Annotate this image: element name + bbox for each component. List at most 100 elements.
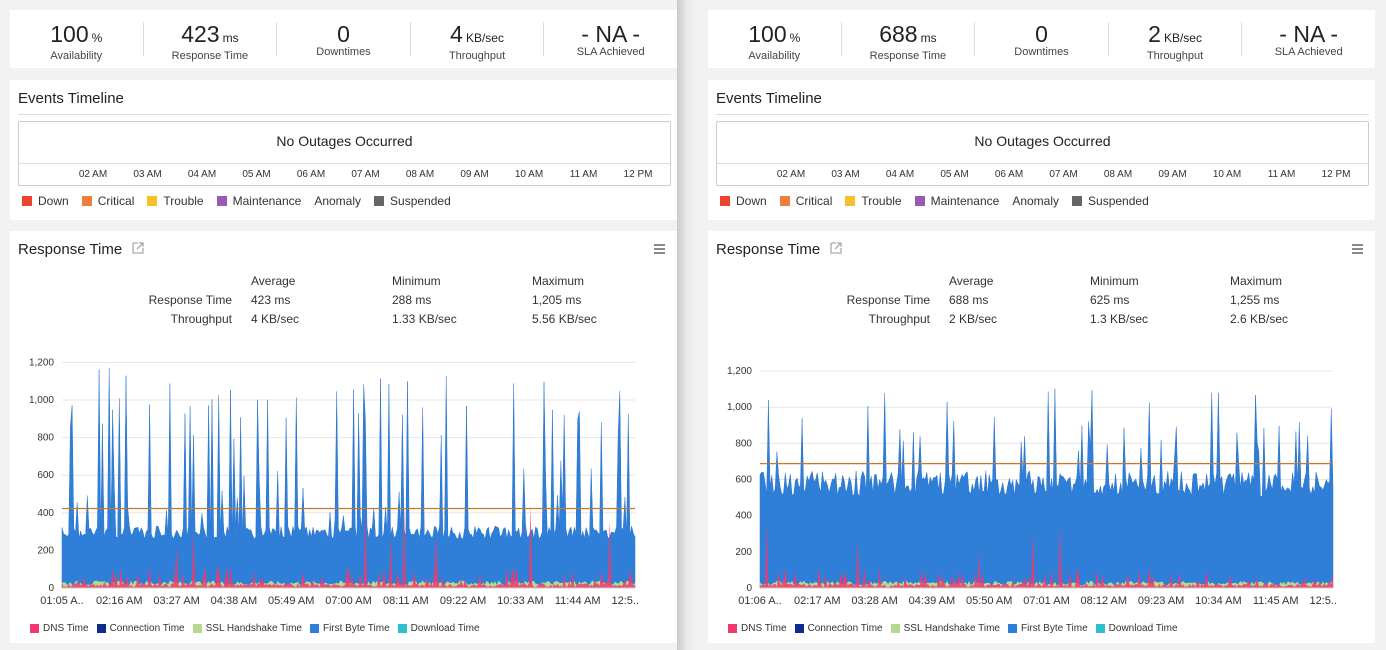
- timeline-tick: 12 PM: [623, 169, 653, 180]
- events-legend: Down Critical Trouble Maintenance Anomaly Sus…: [22, 194, 451, 208]
- legend-item-down[interactable]: Down: [22, 194, 69, 208]
- timeline-tick: 07 AM: [1049, 169, 1078, 180]
- legend-label: Anomaly: [1012, 194, 1060, 208]
- legend-label: SSL Handshake Time: [903, 623, 1000, 634]
- x-tick-label: 02:17 AM: [794, 595, 840, 607]
- chart-legend-item[interactable]: DNS Time: [728, 623, 787, 634]
- legend-label: Trouble: [163, 194, 204, 208]
- legend-item-suspended[interactable]: Suspended: [1072, 194, 1149, 208]
- stat-number: 0: [337, 21, 350, 47]
- legend-label: Connection Time: [807, 623, 883, 634]
- stat-3: 4 KB/sec Throughput: [411, 21, 545, 62]
- summary-value: 1.33 KB/sec: [392, 312, 457, 326]
- stat-4: - NA - SLA Achieved: [1242, 22, 1375, 58]
- legend-item-maintenance[interactable]: Maintenance: [216, 194, 302, 208]
- response-time-chart[interactable]: 0 200 400 600 800 1,000 1,200 01:05 A.. 02:16 AM…: [10, 343, 650, 613]
- events-timeline-title: Events Timeline: [716, 90, 822, 107]
- chart-legend-item[interactable]: DNS Time: [30, 623, 89, 634]
- timeline-tick: 09 AM: [460, 169, 489, 180]
- stat-label: Throughput: [448, 50, 506, 62]
- timeline-tick: 04 AM: [885, 169, 915, 180]
- legend-swatch: [890, 624, 900, 633]
- timeline-tick: 08 AM: [1103, 169, 1133, 180]
- chart-legend-item[interactable]: First Byte Time: [309, 623, 390, 634]
- x-tick-label: 01:06 A..: [738, 595, 781, 607]
- x-tick-label: 09:22 AM: [440, 595, 486, 607]
- timeline-tick: 06 AM: [296, 169, 326, 180]
- legend-swatch: [720, 196, 730, 206]
- chart-legend-item[interactable]: SSL Handshake Time: [890, 623, 1000, 634]
- legend-label: Maintenance: [232, 194, 302, 208]
- summary-row-label: Throughput: [868, 312, 930, 326]
- chart-legend-item[interactable]: Connection Time: [794, 623, 883, 634]
- events-timeline[interactable]: No Outages Occurred 02 AM 03 AM 04 AM 05 AM 0…: [716, 121, 1369, 186]
- summary-row-label: Throughput: [170, 312, 232, 326]
- stat-label: SLA Achieved: [576, 46, 645, 58]
- x-tick-label: 10:34 AM: [1195, 595, 1241, 607]
- response-time-chart[interactable]: 0 200 400 600 800 1,000 1,200 01:06 A.. 02:17 AM…: [708, 343, 1348, 613]
- hamburger-menu-icon[interactable]: [1352, 244, 1363, 254]
- stat-number: 100: [748, 21, 787, 47]
- legend-item-down[interactable]: Down: [720, 194, 767, 208]
- stat-number: 100: [50, 21, 89, 47]
- y-tick-label: 400: [735, 511, 752, 522]
- timeline-tick: 07 AM: [351, 169, 380, 180]
- legend-swatch: [22, 196, 32, 206]
- legend-label: Anomaly: [314, 194, 362, 208]
- stat-value: 100%: [10, 22, 143, 50]
- chart-legend-item[interactable]: SSL Handshake Time: [192, 623, 302, 634]
- chart-legend-item[interactable]: Download Time: [397, 623, 480, 634]
- legend-item-anomaly[interactable]: Anomaly: [1012, 194, 1059, 208]
- legend-label: Down: [38, 194, 69, 208]
- hamburger-menu-icon[interactable]: [654, 244, 665, 254]
- timeline-tick: 03 AM: [133, 169, 162, 180]
- x-tick-label: 04:38 AM: [211, 595, 257, 607]
- legend-item-suspended[interactable]: Suspended: [374, 194, 451, 208]
- x-tick-label: 11:45 AM: [1253, 595, 1299, 607]
- summary-column-header: Maximum: [1230, 274, 1283, 288]
- summary-value: 4 KB/sec: [251, 312, 300, 326]
- timeline-tick: 03 AM: [831, 169, 860, 180]
- chart-legend-item[interactable]: Download Time: [1095, 623, 1178, 634]
- stat-label: Response Time: [171, 50, 249, 62]
- summary-value: 423 ms: [251, 293, 291, 307]
- stat-number: 0: [1035, 21, 1048, 47]
- events-timeline[interactable]: No Outages Occurred 02 AM 03 AM 04 AM 05 AM 0…: [18, 121, 671, 186]
- legend-item-critical[interactable]: Critical: [81, 194, 134, 208]
- events-timeline-title: Events Timeline: [18, 90, 124, 107]
- legend-item-trouble[interactable]: Trouble: [845, 194, 902, 208]
- summary-column-header: Minimum: [392, 274, 441, 288]
- stat-number: 4: [450, 21, 463, 47]
- stat-value: 100%: [708, 22, 841, 50]
- summary-value: 1,205 ms: [532, 293, 582, 307]
- summary-value: 2.6 KB/sec: [1230, 312, 1289, 326]
- summary-row-label: Response Time: [148, 293, 232, 307]
- summary-value: 1,255 ms: [1230, 293, 1280, 307]
- x-tick-label: 05:49 AM: [268, 595, 314, 607]
- response-time-title: Response Time: [18, 241, 123, 258]
- timeline-tick: 02 AM: [78, 169, 108, 180]
- stat-1: 423 ms Response Time: [144, 22, 278, 62]
- legend-item-anomaly[interactable]: Anomaly: [314, 194, 361, 208]
- legend-item-trouble[interactable]: Trouble: [147, 194, 204, 208]
- stat-2: 0 Downtimes: [277, 21, 411, 58]
- legend-label: Suspended: [1088, 194, 1149, 208]
- external-link-icon[interactable]: [829, 241, 843, 255]
- legend-label: First Byte Time: [1020, 623, 1088, 634]
- external-link-icon[interactable]: [131, 241, 145, 255]
- legend-swatch: [1007, 624, 1017, 633]
- x-tick-label: 10:33 AM: [497, 595, 543, 607]
- chart-legend-item[interactable]: Connection Time: [96, 623, 185, 634]
- legend-swatch: [147, 196, 158, 206]
- no-outages-message: No Outages Occurred: [974, 133, 1111, 149]
- chart-legend-item[interactable]: First Byte Time: [1007, 623, 1088, 634]
- legend-item-maintenance[interactable]: Maintenance: [914, 194, 999, 208]
- x-tick-label: 12:5..: [611, 595, 639, 607]
- x-tick-label: 07:01 AM: [1023, 595, 1069, 607]
- legend-item-critical[interactable]: Critical: [779, 194, 832, 208]
- stat-value: 423 ms: [144, 22, 277, 50]
- timeline-tick: 05 AM: [242, 169, 271, 180]
- timeline-tick: 11 AM: [569, 169, 598, 180]
- stat-label: Downtimes: [1014, 46, 1069, 58]
- legend-label: Suspended: [390, 194, 451, 208]
